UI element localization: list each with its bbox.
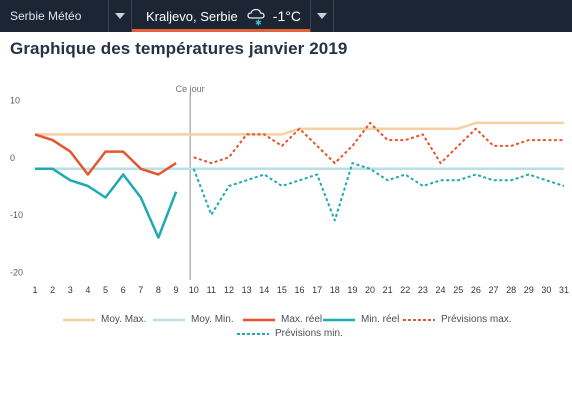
x-tick-label: 1 bbox=[32, 285, 37, 295]
y-tick-label: -10 bbox=[10, 210, 23, 220]
legend-swatch-max-reel bbox=[243, 318, 275, 321]
x-tick-label: 30 bbox=[541, 285, 551, 295]
legend-swatch-moy-max bbox=[63, 318, 95, 321]
svg-text:✱: ✱ bbox=[255, 19, 262, 27]
site-menu-dropdown-button[interactable] bbox=[108, 0, 132, 32]
site-label: Serbie Météo bbox=[10, 9, 82, 23]
x-tick-label: 21 bbox=[383, 285, 393, 295]
legend-swatch-prev-max bbox=[403, 318, 435, 321]
x-tick-label: 11 bbox=[207, 285, 216, 295]
series-line-4 bbox=[35, 167, 178, 239]
x-tick-label: 23 bbox=[418, 285, 428, 295]
page-title: Graphique des températures janvier 2019 bbox=[10, 39, 348, 58]
legend-swatch-moy-min bbox=[153, 318, 185, 321]
x-tick-label: 7 bbox=[138, 285, 143, 295]
x-tick-label: 20 bbox=[365, 285, 375, 295]
x-tick-label: 26 bbox=[471, 285, 481, 295]
legend-label-min-reel: Min. réel bbox=[361, 314, 400, 325]
x-tick-label: 18 bbox=[330, 285, 340, 295]
site-menu-link[interactable]: Serbie Météo bbox=[0, 0, 108, 32]
legend-swatch-min-reel bbox=[323, 318, 355, 321]
legend-swatch-prev-min bbox=[237, 332, 269, 335]
x-tick-label: 24 bbox=[436, 285, 446, 295]
legend-item-prev-min: Prévisions min. bbox=[237, 328, 343, 339]
y-tick-label: 0 bbox=[10, 153, 15, 163]
series-line-3 bbox=[34, 133, 177, 176]
legend-item-max-reel: Max. réel bbox=[243, 314, 322, 325]
y-tick-label: 10 bbox=[10, 96, 20, 106]
x-tick-label: 2 bbox=[50, 285, 55, 295]
x-tick-label: 22 bbox=[400, 285, 410, 295]
legend-label-max-reel: Max. réel bbox=[281, 314, 323, 325]
x-tick-label: 14 bbox=[259, 285, 269, 295]
x-tick-label: 3 bbox=[68, 285, 73, 295]
current-temperature: -1°C bbox=[272, 8, 301, 24]
legend-label-prev-max: Prévisions max. bbox=[441, 314, 512, 325]
y-tick-label: -20 bbox=[10, 268, 23, 278]
x-tick-label: 29 bbox=[524, 285, 534, 295]
legend-label-moy-min: Moy. Min. bbox=[191, 314, 234, 325]
series-line-5 bbox=[193, 121, 564, 165]
x-tick-label: 12 bbox=[224, 285, 234, 295]
top-navigation-bar: Serbie Météo Kraljevo, Serbie ✱ -1°C bbox=[0, 0, 572, 32]
city-label: Kraljevo, Serbie bbox=[146, 8, 238, 24]
x-tick-label: 25 bbox=[453, 285, 463, 295]
legend-item-moy-max: Moy. Max. bbox=[63, 314, 146, 325]
today-marker-label: Ce jour bbox=[176, 84, 205, 94]
x-tick-label: 15 bbox=[277, 285, 287, 295]
legend-item-min-reel: Min. réel bbox=[323, 314, 399, 325]
legend-item-moy-min: Moy. Min. bbox=[153, 314, 234, 325]
x-tick-label: 4 bbox=[85, 285, 90, 295]
x-tick-label: 28 bbox=[506, 285, 516, 295]
x-tick-label: 31 bbox=[559, 285, 569, 295]
x-tick-label: 19 bbox=[347, 285, 357, 295]
x-tick-label: 10 bbox=[189, 285, 199, 295]
x-tick-label: 5 bbox=[103, 285, 108, 295]
x-tick-label: 17 bbox=[312, 285, 322, 295]
chevron-down-icon bbox=[115, 13, 125, 19]
chevron-down-icon bbox=[317, 13, 327, 19]
x-tick-label: 6 bbox=[121, 285, 126, 295]
series-line-6 bbox=[192, 162, 565, 222]
legend-label-moy-max: Moy. Max. bbox=[101, 314, 147, 325]
series-line-1 bbox=[35, 121, 564, 136]
x-tick-label: 16 bbox=[294, 285, 304, 295]
legend-item-prev-max: Prévisions max. bbox=[403, 314, 512, 325]
x-tick-label: 9 bbox=[174, 285, 179, 295]
x-tick-label: 27 bbox=[488, 285, 498, 295]
x-tick-label: 13 bbox=[242, 285, 252, 295]
cloud-snow-icon: ✱ bbox=[246, 6, 266, 26]
temperature-chart: 100-10-201 2 3 4 5 6 7 8 9 10 11 12 13 14 15 16 17 18 19 20… bbox=[10, 84, 569, 295]
legend-label-prev-min: Prévisions min. bbox=[275, 328, 343, 339]
city-dropdown-button[interactable] bbox=[310, 0, 334, 32]
x-tick-label: 8 bbox=[156, 285, 161, 295]
city-selector[interactable]: Kraljevo, Serbie ✱ -1°C bbox=[132, 0, 310, 32]
